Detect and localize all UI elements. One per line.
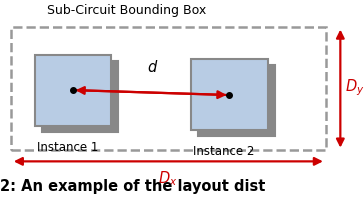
Bar bbox=[35, 55, 111, 126]
Bar bbox=[11, 27, 326, 150]
Bar bbox=[198, 65, 275, 136]
Text: Instance 2: Instance 2 bbox=[193, 145, 254, 158]
Bar bbox=[191, 59, 268, 130]
Text: $D_y$: $D_y$ bbox=[345, 78, 364, 98]
Text: Sub-Circuit Bounding Box: Sub-Circuit Bounding Box bbox=[47, 4, 207, 17]
Text: $d$: $d$ bbox=[147, 59, 159, 75]
Text: $D_x$: $D_x$ bbox=[158, 169, 177, 188]
Text: 2: An example of the layout dist: 2: An example of the layout dist bbox=[0, 179, 265, 194]
Text: Instance 1: Instance 1 bbox=[37, 141, 98, 154]
Bar bbox=[42, 61, 118, 132]
